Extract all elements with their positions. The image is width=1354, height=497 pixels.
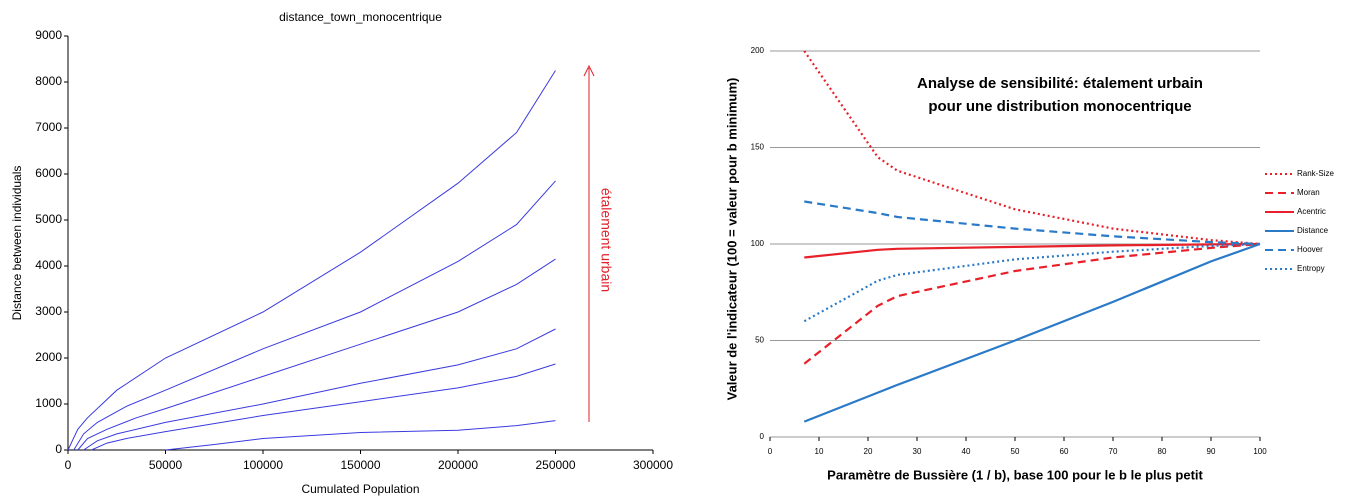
series-line xyxy=(77,258,556,451)
x-tick-label: 20 xyxy=(864,447,873,456)
series-line xyxy=(803,242,1261,365)
annotation: Analyse de sensibilité: étalement urbain xyxy=(917,75,1203,92)
legend-label: Moran xyxy=(1297,188,1320,197)
series-line xyxy=(804,200,1261,246)
x-tick-label: 40 xyxy=(962,447,971,456)
y-tick-label: 8000 xyxy=(35,74,62,88)
x-tick-label: 100 xyxy=(1253,447,1267,456)
x-axis-label: Paramètre de Bussière (1 / b), base 100 … xyxy=(827,467,1203,482)
x-tick-label: 0 xyxy=(768,447,773,456)
series-line xyxy=(803,50,1261,246)
legend-label: Rank-Size xyxy=(1297,169,1334,178)
y-tick-label: 0 xyxy=(760,432,765,441)
y-tick-label: 2000 xyxy=(35,350,62,364)
series-line xyxy=(165,420,556,451)
series-line xyxy=(804,242,1261,259)
x-tick-label: 80 xyxy=(1158,447,1167,456)
x-axis-label: Cumulated Population xyxy=(301,482,419,496)
legend-label: Entropy xyxy=(1297,264,1325,273)
y-tick-label: 5000 xyxy=(35,212,62,226)
x-tick-label: 50000 xyxy=(149,458,183,472)
series-line xyxy=(67,70,556,451)
x-tick-label: 100000 xyxy=(243,458,283,472)
legend-label: Distance xyxy=(1297,226,1329,235)
y-tick-label: 3000 xyxy=(35,304,62,318)
x-tick-label: 0 xyxy=(65,458,72,472)
x-tick-label: 250000 xyxy=(535,458,575,472)
annotation: pour une distribution monocentrique xyxy=(928,98,1191,115)
y-tick-label: 100 xyxy=(751,239,765,248)
x-tick-label: 150000 xyxy=(340,458,380,472)
x-tick-label: 90 xyxy=(1207,447,1216,456)
legend-label: Hoover xyxy=(1297,245,1323,254)
y-tick-label: 6000 xyxy=(35,166,62,180)
y-tick-label: 0 xyxy=(55,442,62,456)
y-tick-label: 7000 xyxy=(35,120,62,134)
series-line xyxy=(803,242,1261,423)
annotation: étalement urbain xyxy=(598,188,614,292)
y-tick-label: 50 xyxy=(755,336,764,345)
y-tick-label: 9000 xyxy=(35,28,62,42)
x-tick-label: 70 xyxy=(1109,447,1118,456)
series-line xyxy=(803,242,1261,323)
x-tick-label: 300000 xyxy=(633,458,673,472)
series-line xyxy=(73,180,556,451)
y-axis-label: Distance between individuals xyxy=(10,166,24,321)
series-line xyxy=(83,328,556,451)
y-tick-label: 1000 xyxy=(35,396,62,410)
y-tick-label: 200 xyxy=(751,46,765,55)
x-tick-label: 60 xyxy=(1060,447,1069,456)
y-axis-label: Valeur de l'indicateur (100 = valeur pou… xyxy=(724,78,739,401)
x-tick-label: 50 xyxy=(1011,447,1020,456)
x-tick-label: 10 xyxy=(815,447,824,456)
x-tick-label: 30 xyxy=(913,447,922,456)
y-tick-label: 150 xyxy=(751,143,765,152)
x-tick-label: 200000 xyxy=(438,458,478,472)
annotation-arrowhead xyxy=(583,64,595,77)
legend-label: Acentric xyxy=(1297,207,1326,216)
series-line xyxy=(91,363,556,451)
chart-title: distance_town_monocentrique xyxy=(279,10,442,24)
y-tick-label: 4000 xyxy=(35,258,62,272)
